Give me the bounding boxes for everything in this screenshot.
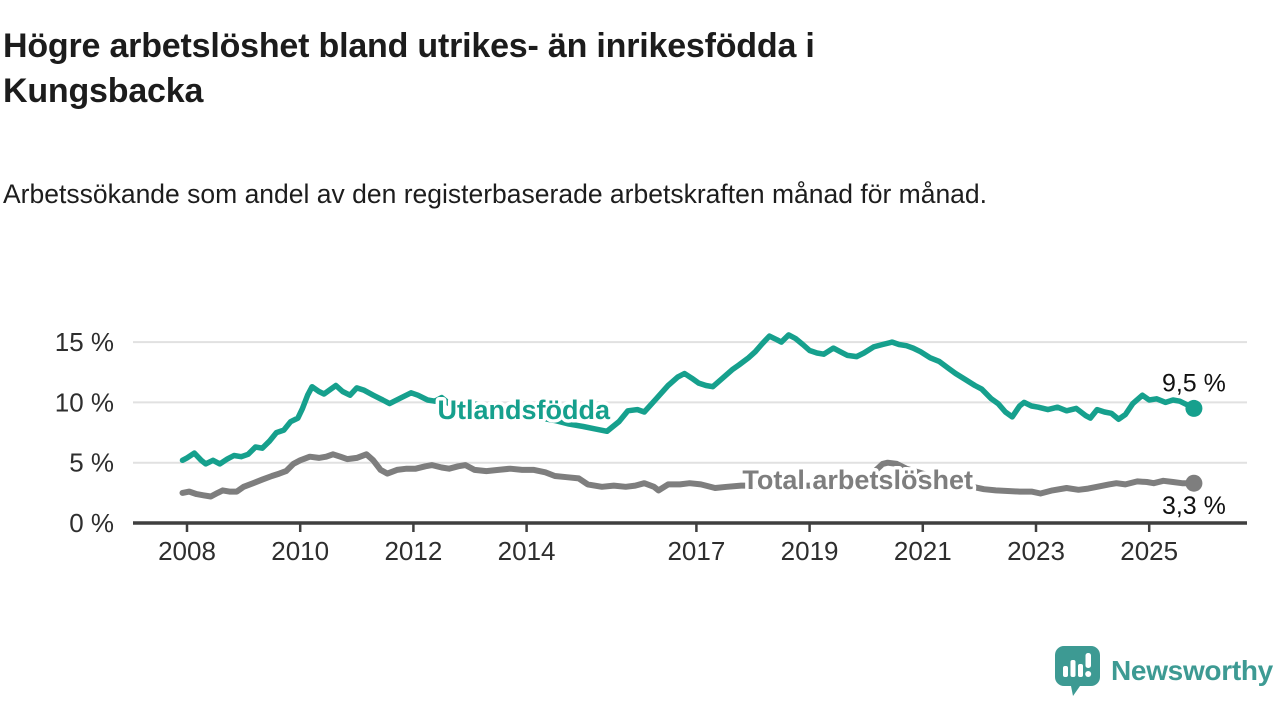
x-tick-label: 2014 bbox=[498, 536, 556, 566]
series-label: Total arbetslöshet bbox=[742, 465, 973, 495]
x-tick-label: 2025 bbox=[1120, 536, 1178, 566]
series-label: Utlandsfödda bbox=[438, 395, 611, 425]
x-tick-label: 2019 bbox=[781, 536, 839, 566]
page-title: Högre arbetslöshet bland utrikes- än inr… bbox=[3, 27, 815, 110]
chart-subtitle: Arbetssökande som andel av den registerb… bbox=[3, 179, 988, 209]
series-end-dot bbox=[1185, 399, 1203, 417]
y-tick-label: 15 % bbox=[55, 327, 114, 357]
newsworthy-logo-text: Newsworthy bbox=[1111, 655, 1273, 686]
x-tick-label: 2012 bbox=[384, 536, 442, 566]
x-tick-label: 2023 bbox=[1007, 536, 1065, 566]
newsworthy-logo[interactable]: Newsworthy bbox=[1054, 645, 1273, 697]
y-tick-label: 10 % bbox=[55, 387, 114, 417]
bar-chart-speech-bubble-icon bbox=[1055, 646, 1100, 696]
y-tick-label: 0 % bbox=[69, 508, 114, 538]
x-tick-label: 2010 bbox=[271, 536, 329, 566]
y-tick-label: 5 % bbox=[69, 448, 114, 478]
series-line-total-arbetsl-shet bbox=[179, 451, 1197, 500]
series-end-value-label: 9,5 % bbox=[1162, 369, 1226, 397]
series-line-utlandsf-dda bbox=[179, 332, 1197, 467]
x-tick-label: 2008 bbox=[158, 536, 216, 566]
x-tick-label: 2021 bbox=[894, 536, 952, 566]
x-tick-label: 2017 bbox=[667, 536, 725, 566]
series-end-dot bbox=[1185, 474, 1203, 492]
series-end-value-label: 3,3 % bbox=[1162, 492, 1226, 520]
